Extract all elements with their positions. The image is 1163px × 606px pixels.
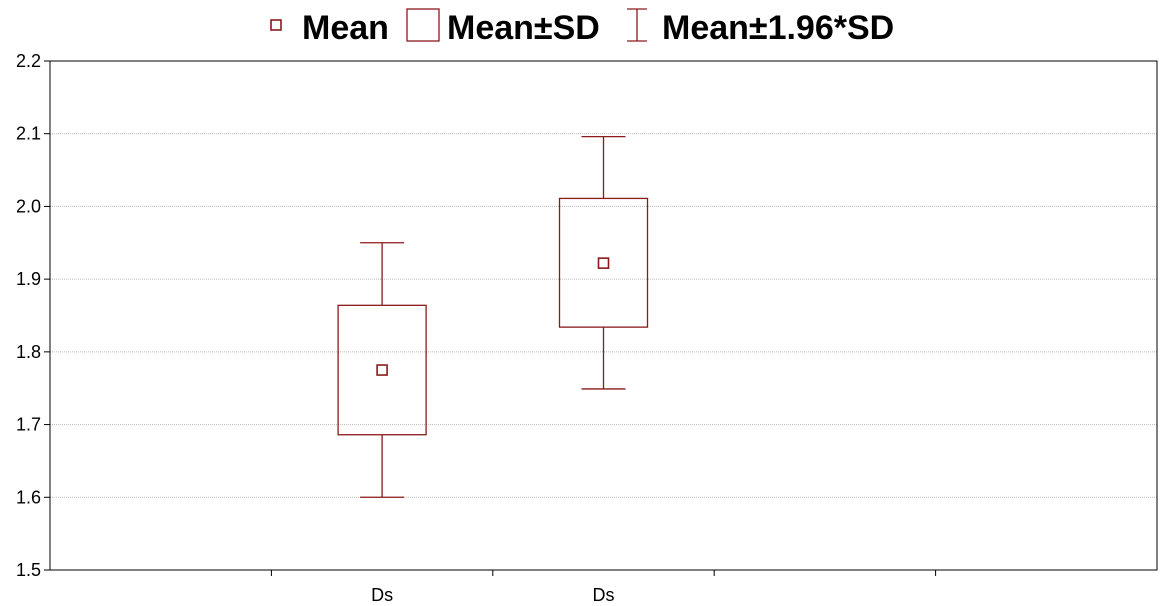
box-group (558, 135, 649, 390)
x-category-label: Ds (593, 585, 615, 605)
box-group (337, 242, 427, 498)
legend-item: Mean±1.96*SD (627, 8, 894, 47)
y-tick-label: 1.9 (16, 269, 41, 289)
mean-marker (376, 364, 388, 376)
sd-box (558, 197, 649, 328)
y-tick-label: 1.5 (16, 560, 41, 580)
mean-marker (597, 257, 610, 269)
y-tick-label: 1.8 (16, 342, 41, 362)
legend-mean-icon (270, 19, 282, 31)
legend-label: Mean±SD (447, 9, 600, 47)
legend-box-icon (406, 8, 440, 42)
grid-lines (50, 133, 1157, 498)
axes: 1.5 1.6 1.7 1.8 1.9 2.0 2.1 2.2 Ds Ds (16, 51, 1158, 605)
y-tick-label: 2.1 (16, 124, 41, 144)
legend-label: Mean±1.96*SD (662, 9, 894, 47)
legend: Mean Mean±SD Mean±1.96*SD (270, 8, 894, 47)
y-tick-label: 2.0 (16, 196, 41, 216)
series-boxes (337, 135, 649, 498)
sd-box (337, 304, 427, 436)
legend-whisker-icon (627, 8, 647, 42)
y-tick-label: 1.6 (16, 487, 41, 507)
legend-label: Mean (302, 9, 389, 47)
legend-item: Mean±SD (406, 8, 600, 47)
y-tick-label: 2.2 (16, 51, 41, 71)
x-category-label: Ds (371, 585, 393, 605)
y-tick-label: 1.7 (16, 415, 41, 435)
plot-frame (49, 60, 1158, 571)
legend-item: Mean (270, 9, 389, 47)
